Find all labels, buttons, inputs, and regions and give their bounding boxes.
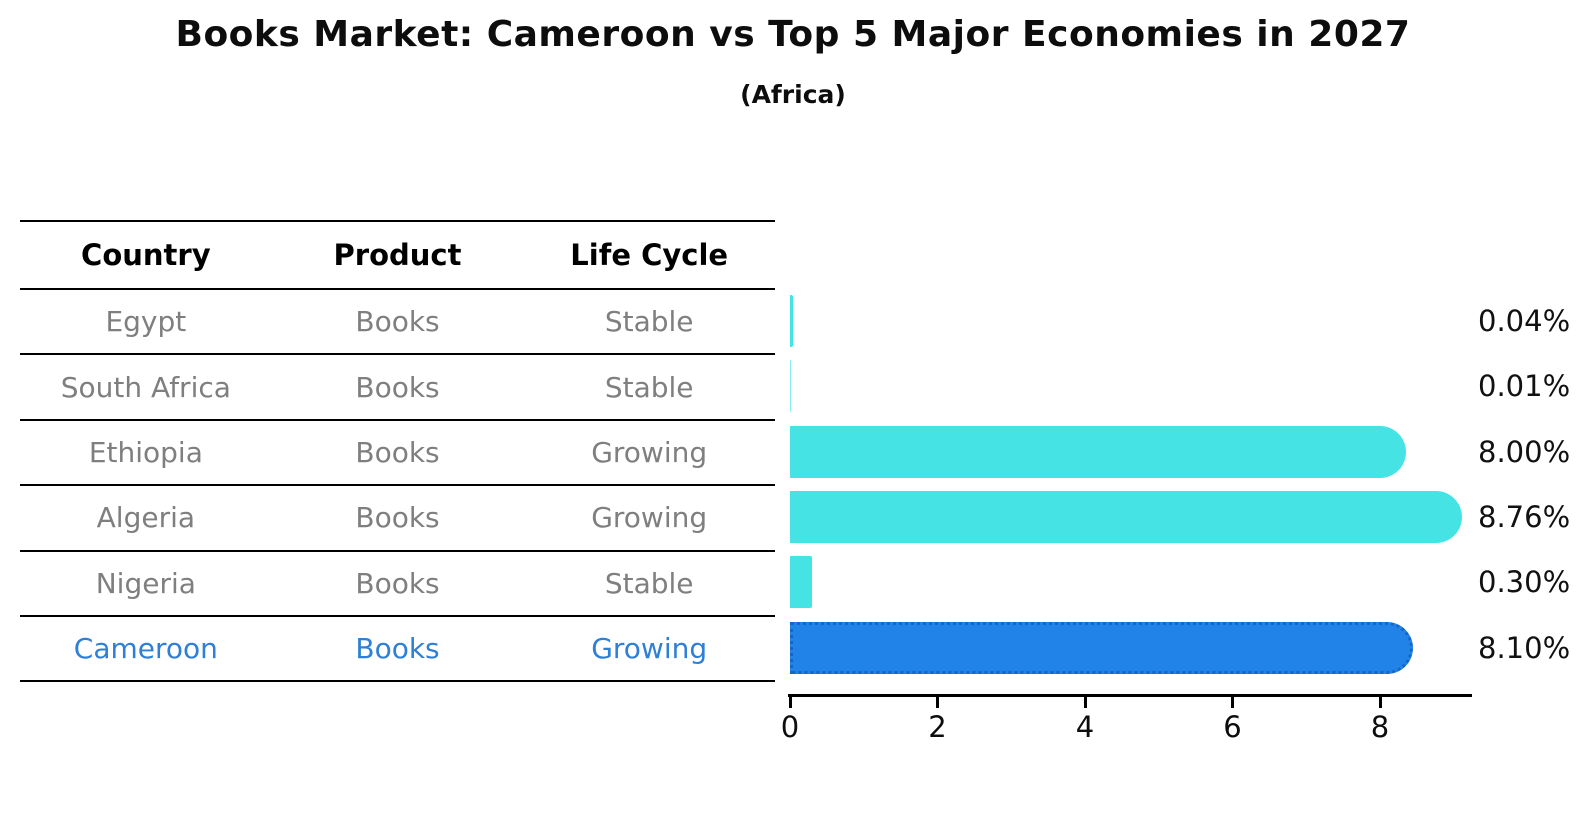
x-tick-label: 6 — [1223, 710, 1242, 744]
table-cell-life-cycle: Growing — [591, 632, 708, 666]
table-cell-life-cycle: Growing — [591, 435, 708, 469]
x-tick-label: 8 — [1370, 710, 1390, 744]
table-cell-product: Books — [355, 305, 440, 339]
table-header-row: Country Product Life Cycle — [20, 220, 775, 288]
table-header-life-cycle: Life Cycle — [570, 238, 729, 272]
bar-south-africa — [790, 360, 792, 413]
bar-nigeria — [790, 556, 813, 609]
x-tick-mark — [936, 697, 939, 708]
table-cell-product: Books — [355, 632, 440, 666]
table-cell-country: South Africa — [60, 370, 231, 404]
table-row-cameroon: Cameroon Books Growing — [20, 614, 775, 680]
bar-cameroon — [790, 621, 1414, 674]
table-cell-life-cycle: Stable — [604, 305, 694, 339]
table-row-ethiopia: Ethiopia Books Growing — [20, 418, 775, 484]
table-row-nigeria: Nigeria Books Stable — [20, 549, 775, 615]
value-label-ethiopia: 8.00% — [1478, 434, 1571, 469]
x-tick-label: 2 — [928, 710, 947, 744]
table-header-country: Country — [81, 238, 211, 272]
x-tick-label: 4 — [1075, 710, 1095, 744]
table-cell-product: Books — [355, 501, 440, 535]
table-body: Egypt Books Stable South Africa Books Stable E… — [20, 288, 775, 680]
table-cell-product: Books — [355, 370, 440, 404]
table-cell-life-cycle: Stable — [604, 370, 694, 404]
value-label-south-africa: 0.01% — [1478, 369, 1571, 404]
value-label-egypt: 0.04% — [1478, 303, 1571, 338]
table-cell-country: Nigeria — [95, 566, 196, 600]
x-axis-line — [788, 694, 1472, 697]
x-tick-mark — [1378, 697, 1382, 708]
table-cell-product: Books — [355, 566, 440, 600]
value-label-algeria: 8.76% — [1478, 499, 1571, 534]
table-cell-country: Ethiopia — [88, 435, 203, 469]
x-tick-mark — [788, 697, 792, 708]
x-tick-mark — [1231, 697, 1234, 708]
bar-ethiopia — [790, 425, 1406, 478]
table-row-egypt: Egypt Books Stable — [20, 288, 775, 353]
table-cell-country: Algeria — [96, 501, 196, 535]
x-tick-label: 0 — [780, 710, 800, 744]
table-cell-product: Books — [355, 435, 440, 469]
value-label-cameroon: 8.10% — [1478, 630, 1571, 665]
value-label-nigeria: 0.30% — [1478, 565, 1571, 600]
bar-egypt — [790, 294, 793, 347]
table-cell-life-cycle: Stable — [604, 566, 694, 600]
table-cell-country: Cameroon — [73, 632, 218, 666]
chart-subtitle: (Africa) — [740, 80, 846, 109]
x-tick-mark — [1083, 697, 1087, 708]
country-table: Country Product Life Cycle Egypt Books Stabl… — [20, 220, 775, 683]
chart-title: Books Market: Cameroon vs Top 5 Major Ec… — [175, 14, 1411, 55]
table-cell-country: Egypt — [105, 305, 187, 339]
table-row-south-africa: South Africa Books Stable — [20, 353, 775, 418]
table-header-product: Product — [333, 238, 462, 272]
bar-algeria — [790, 490, 1463, 543]
table-cell-life-cycle: Growing — [591, 501, 708, 535]
table-row-algeria: Algeria Books Growing — [20, 484, 775, 549]
